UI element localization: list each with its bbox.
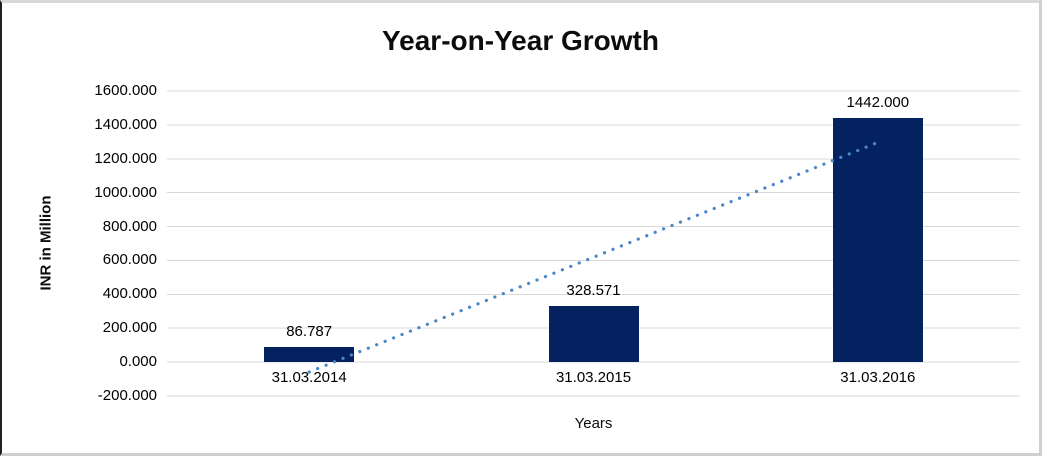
chart-title: Year-on-Year Growth — [382, 25, 659, 56]
bar — [548, 306, 639, 363]
y-tick-label: 1000.000 — [94, 183, 157, 201]
x-tick-label: 31.03.2016 — [840, 369, 916, 387]
gridlines-layer — [167, 90, 1020, 397]
trendline-layer — [307, 140, 880, 374]
bar-data-label: 328.571 — [566, 282, 621, 300]
y-tick-label: 400.000 — [102, 285, 157, 303]
y-tick-label: 800.000 — [102, 217, 157, 235]
y-tick-label: 1200.000 — [94, 149, 157, 167]
bar-data-label: 1442.000 — [846, 93, 910, 111]
bar — [264, 347, 355, 363]
x-tick-label: 31.03.2015 — [555, 369, 632, 387]
y-tick-label: 600.000 — [102, 251, 157, 269]
x-axis-title: Years — [574, 415, 613, 432]
trendline — [307, 140, 880, 374]
bar — [832, 117, 923, 363]
y-tick-label: -200.000 — [97, 387, 157, 404]
y-axis-title: INR in Million — [37, 195, 55, 291]
y-tick-label: 1400.000 — [94, 115, 157, 133]
bar-data-label: 86.787 — [286, 323, 333, 341]
y-tick-label: 0.000 — [119, 353, 157, 371]
y-tick-label: 1600.000 — [94, 82, 157, 99]
y-tick-label: 200.000 — [102, 319, 157, 337]
x-tick-label: 31.03.2014 — [271, 369, 347, 387]
